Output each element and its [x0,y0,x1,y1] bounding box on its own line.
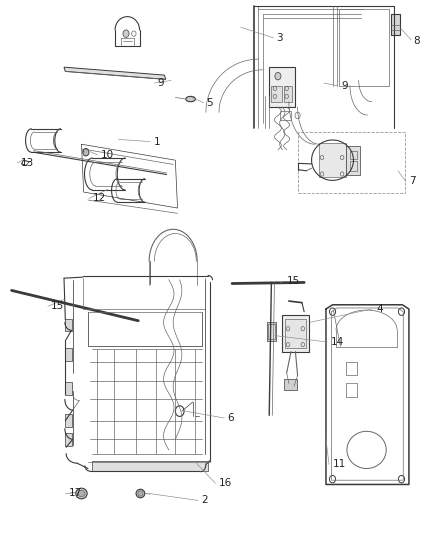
Text: 1: 1 [153,136,160,147]
Text: 3: 3 [276,33,283,43]
Text: 17: 17 [68,489,81,498]
Bar [283,316,309,352]
Bar [268,324,275,340]
Bar [272,86,283,102]
Ellipse shape [138,491,143,496]
Bar [65,382,72,395]
Bar [346,362,357,375]
Text: 15: 15 [51,301,64,311]
Text: 14: 14 [330,337,343,347]
Bar [346,146,360,175]
Text: 4: 4 [376,304,383,314]
Bar [269,67,295,107]
Text: 8: 8 [413,36,420,45]
Text: 15: 15 [287,277,300,286]
Text: 11: 11 [332,459,346,469]
Text: 7: 7 [409,176,416,187]
Circle shape [83,149,89,156]
Text: 12: 12 [92,193,106,204]
Bar [319,143,346,177]
Circle shape [123,30,129,37]
Bar [286,319,306,348]
Bar [280,111,291,120]
Ellipse shape [76,488,87,499]
Bar [350,151,357,159]
Ellipse shape [186,96,195,102]
Circle shape [275,72,281,80]
Bar [297,132,405,193]
Bar [65,319,72,332]
Ellipse shape [78,490,85,497]
Bar [284,379,297,390]
Text: 10: 10 [101,150,114,160]
Bar [65,433,72,446]
Text: 13: 13 [20,158,34,168]
Polygon shape [64,67,166,79]
Bar [284,86,292,102]
Bar [350,161,357,171]
Bar [92,461,208,471]
Text: 6: 6 [228,413,234,423]
Text: 16: 16 [219,479,232,488]
Text: 2: 2 [201,495,208,505]
Bar [65,348,72,361]
Ellipse shape [136,489,145,498]
Bar [339,9,389,86]
Text: 5: 5 [206,98,212,108]
Bar [267,322,276,341]
Text: 9: 9 [158,78,165,88]
Text: 9: 9 [341,81,348,91]
Bar [392,14,400,35]
Bar [346,383,357,397]
Bar [65,414,72,427]
